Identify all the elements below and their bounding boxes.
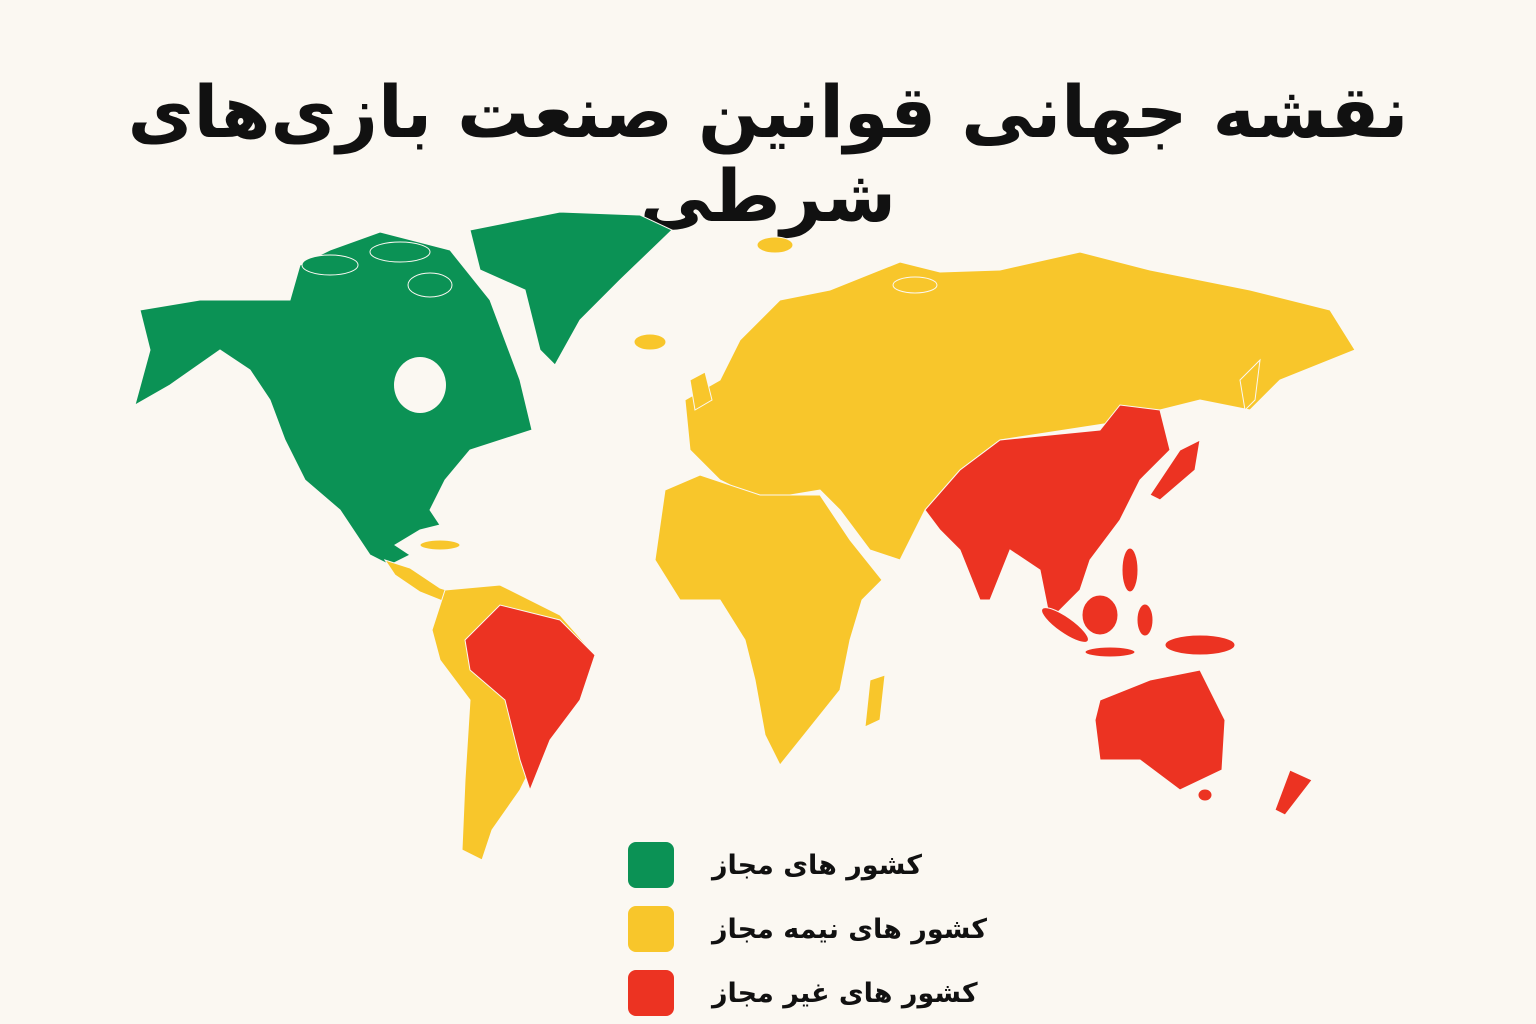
- legend-item-not-allowed: کشور های غیر مجاز: [628, 970, 978, 1016]
- eurasia: [684, 251, 1356, 561]
- arctic-island: [369, 241, 431, 263]
- legend-label: کشور های مجاز: [712, 849, 922, 881]
- arctic-island: [301, 254, 359, 276]
- new-guinea: [1164, 634, 1236, 656]
- new-zealand: [1274, 769, 1313, 816]
- allowed-regions: [134, 211, 673, 566]
- sumatra: [1041, 607, 1089, 643]
- novaya-zemlya: [892, 276, 938, 294]
- sulawesi: [1136, 603, 1154, 637]
- iceland: [633, 333, 667, 351]
- china-india-se-asia: [924, 404, 1171, 622]
- australia: [1094, 669, 1226, 791]
- cuba: [419, 539, 461, 551]
- japan: [1149, 439, 1201, 501]
- not-allowed-regions: [464, 404, 1313, 816]
- map-title: نقشه جهانی قوانین صنعت بازی‌های شرطی: [127, 70, 1410, 238]
- legend-item-allowed: کشور های مجاز: [628, 842, 922, 888]
- madagascar: [864, 674, 886, 728]
- svalbard: [756, 236, 794, 254]
- legend-swatch-green: [628, 842, 674, 888]
- sakhalin-kamchatka: [1239, 358, 1261, 412]
- philippines: [1121, 547, 1139, 593]
- legend-item-semi-allowed: کشور های نیمه مجاز: [628, 906, 987, 952]
- tasmania: [1197, 788, 1213, 802]
- hudson-bay: [394, 357, 446, 413]
- north-america: [134, 231, 533, 566]
- legend-swatch-yellow: [628, 906, 674, 952]
- legend-label: کشور های نیمه مجاز: [712, 913, 987, 945]
- legend-label: کشور های غیر مجاز: [712, 977, 978, 1009]
- java: [1084, 646, 1136, 658]
- greenland: [469, 211, 673, 366]
- legend-swatch-red: [628, 970, 674, 1016]
- borneo: [1081, 594, 1119, 636]
- arctic-island: [407, 272, 453, 298]
- uk-ireland: [689, 371, 713, 411]
- brazil: [464, 604, 596, 792]
- africa: [654, 474, 883, 766]
